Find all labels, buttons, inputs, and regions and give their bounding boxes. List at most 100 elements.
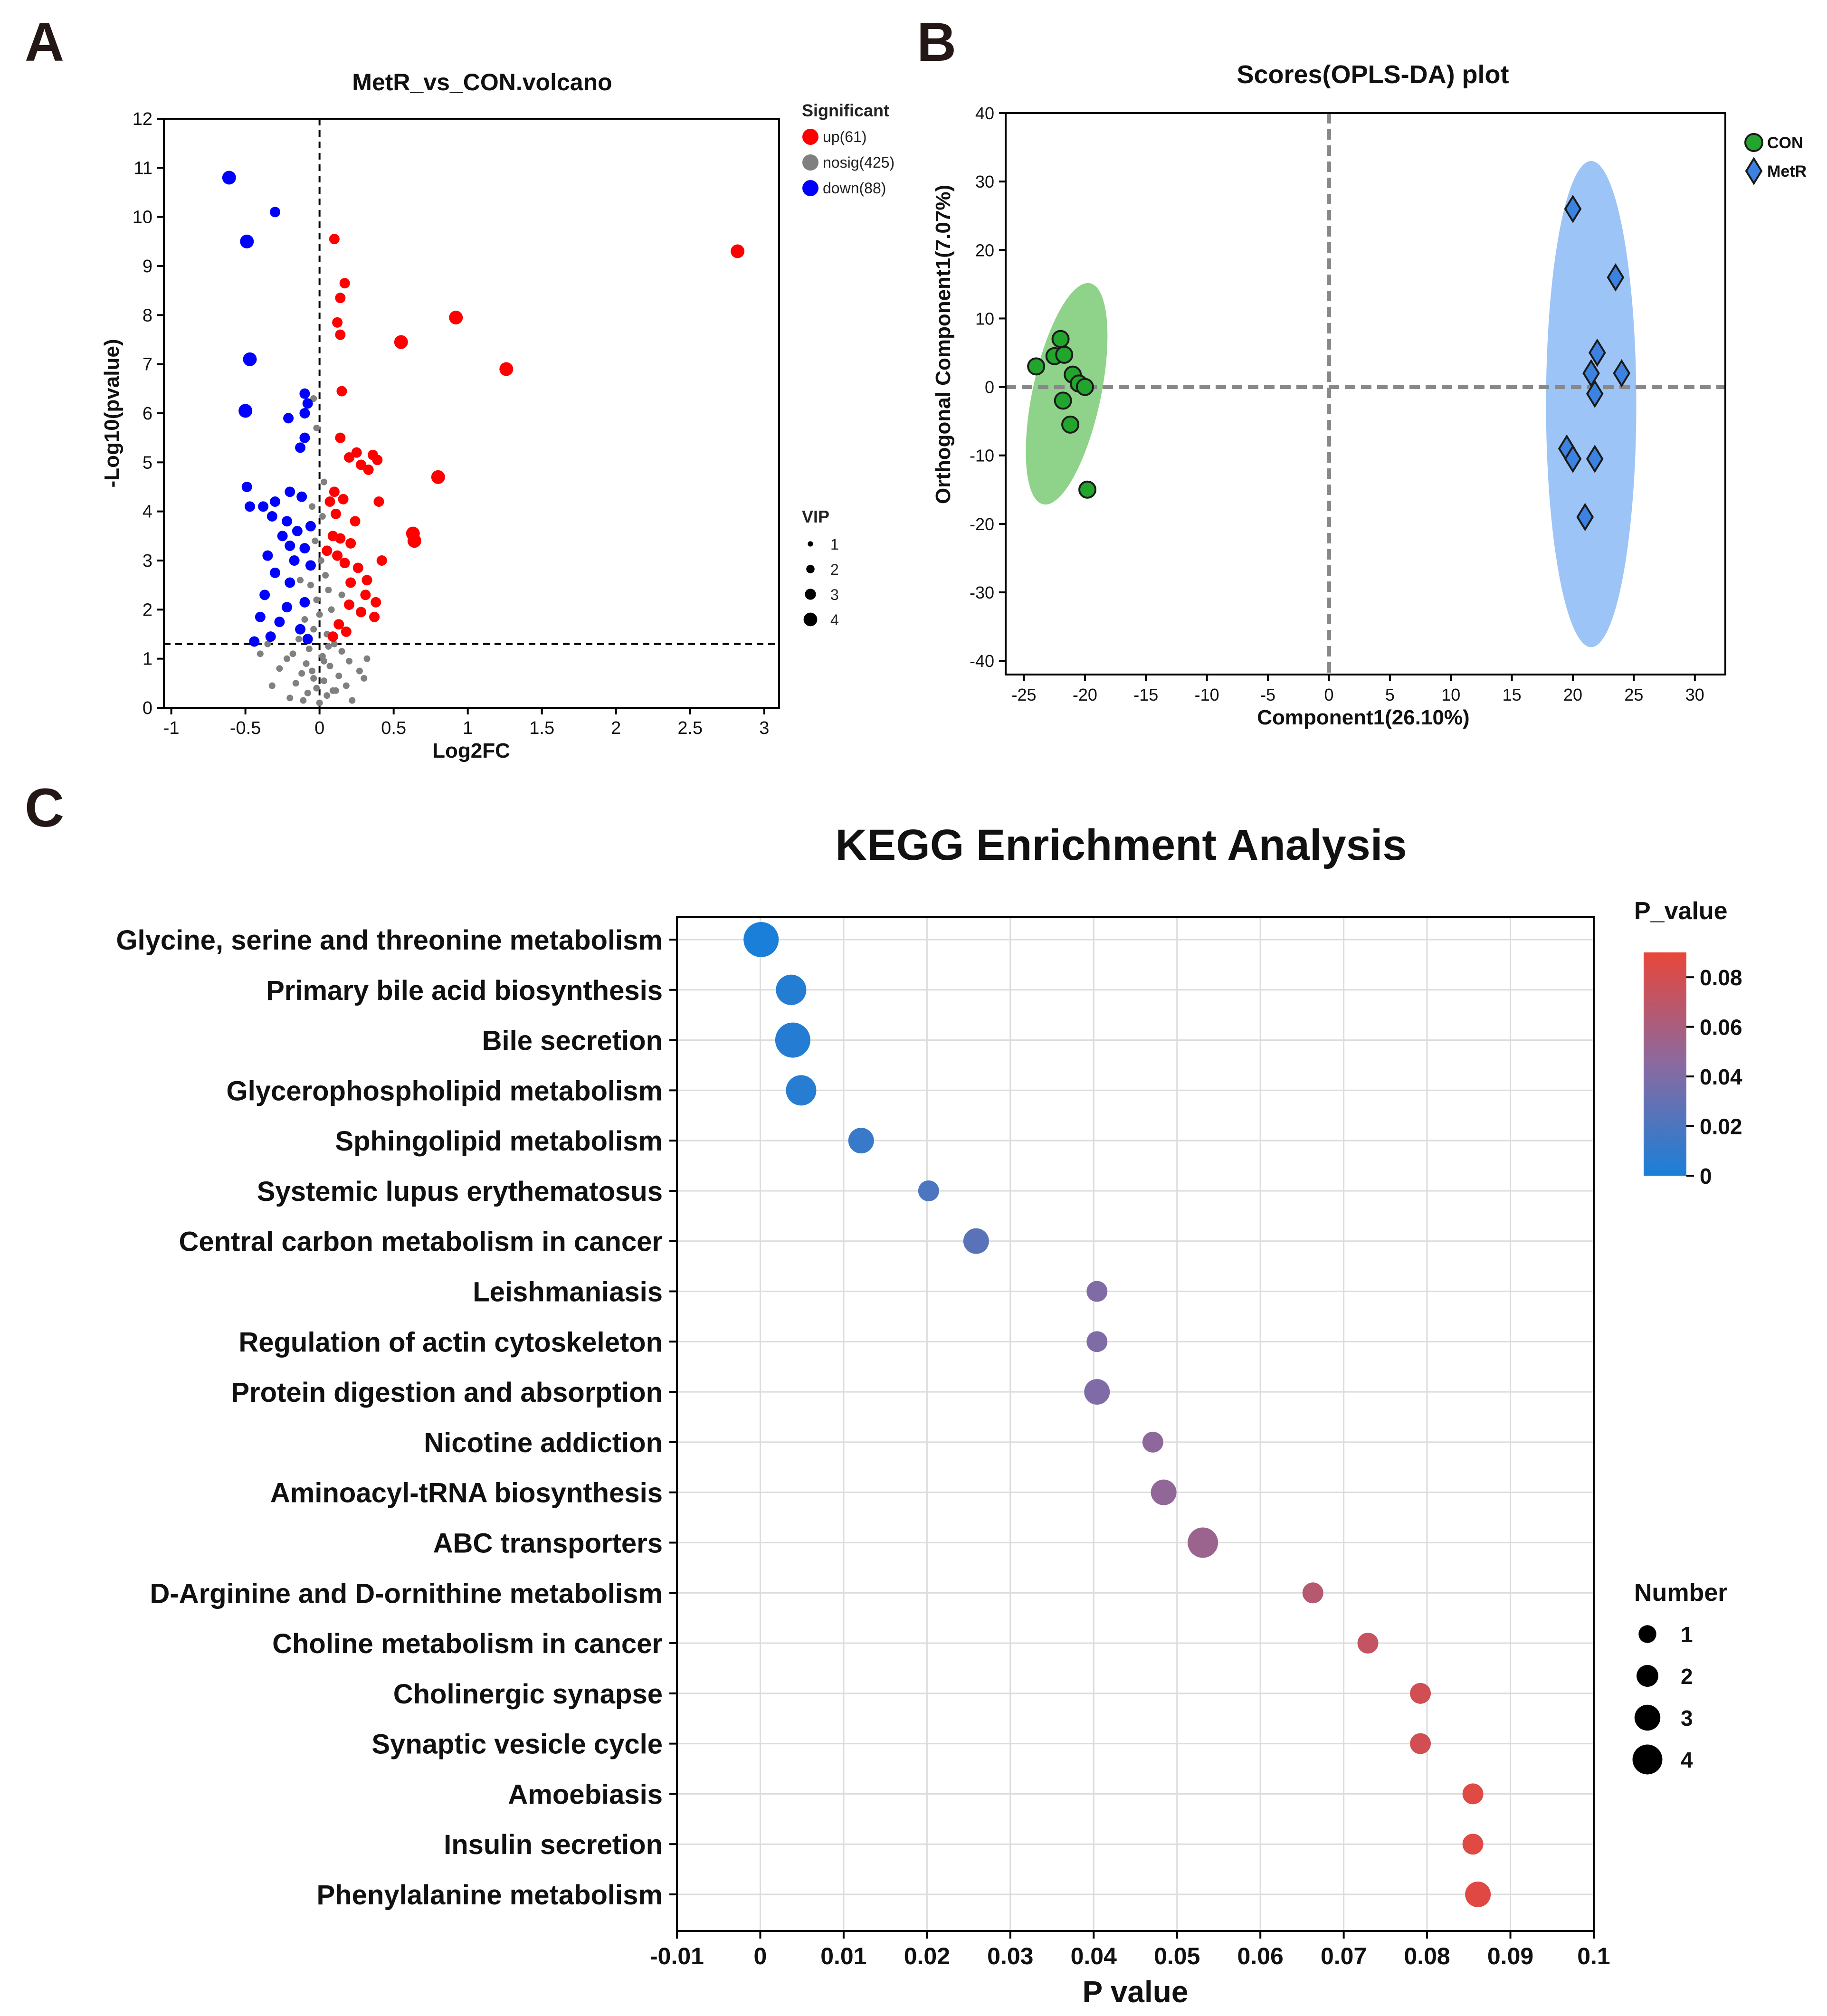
volcano-point-up — [407, 534, 421, 548]
kegg-point — [848, 1128, 874, 1154]
oplsda-x-tick-label: 5 — [1385, 685, 1395, 704]
oplsda-score-panel: Scores(OPLS-DA) plot -25 -20 -15 -10 -5 0 5 10 1… — [932, 60, 1807, 729]
volcano-y-tick-label: 9 — [143, 257, 152, 276]
kegg-point — [1084, 1379, 1110, 1405]
volcano-point-nosig — [321, 677, 328, 685]
volcano-point-down — [277, 531, 288, 542]
volcano-point-nosig — [297, 577, 304, 584]
kegg-point — [1357, 1633, 1379, 1654]
volcano-point-nosig — [338, 591, 345, 599]
volcano-point-down — [282, 516, 292, 527]
oplsda-y-tick-label: 20 — [975, 240, 994, 260]
kegg-pathway-label: Cholinergic synapse — [393, 1679, 663, 1710]
oplsda-zero-lines — [1006, 113, 1725, 675]
volcano-points — [222, 171, 745, 706]
volcano-point-nosig — [316, 611, 323, 618]
oplsda-point-metr — [1607, 263, 1625, 292]
volcano-y-tick-label: 3 — [143, 551, 152, 571]
kegg-colorbar-title: P_value — [1634, 897, 1728, 925]
kegg-pathway-label: Synaptic vesicle cycle — [371, 1729, 663, 1760]
oplsda-point-metr — [1586, 445, 1604, 473]
kegg-size-marker — [1637, 1665, 1658, 1687]
volcano-vip-legend: 1 2 3 4 — [803, 536, 839, 628]
kegg-pathway-label: Choline metabolism in cancer — [272, 1628, 663, 1659]
oplsda-point-metr — [1586, 380, 1604, 408]
volcano-point-nosig — [321, 657, 328, 665]
oplsda-y-tick-label: -30 — [970, 583, 994, 602]
kegg-point — [1462, 1783, 1484, 1805]
volcano-point-up — [376, 555, 387, 566]
volcano-point-up — [335, 329, 346, 340]
volcano-point-nosig — [325, 643, 332, 650]
volcano-point-up — [330, 508, 341, 519]
kegg-colorbar-tick-label: 0.06 — [1700, 1015, 1742, 1040]
volcano-point-down — [305, 560, 316, 571]
oplsda-legend-label: MetR — [1767, 162, 1807, 181]
volcano-point-nosig — [335, 672, 343, 679]
volcano-point-up — [449, 311, 463, 324]
volcano-point-down — [289, 555, 300, 566]
volcano-point-nosig — [324, 692, 331, 699]
kegg-size-title: Number — [1634, 1579, 1727, 1607]
volcano-point-down — [299, 597, 310, 608]
kegg-pathway-label: Glycerophospholipid metabolism — [227, 1075, 663, 1106]
volcano-point-up — [345, 538, 356, 549]
volcano-x-tick-label: 0 — [314, 718, 324, 738]
oplsda-x-tick-label: 30 — [1685, 685, 1704, 704]
kegg-enrichment-panel: KEGG Enrichment Analysis Glycine, serine… — [116, 821, 1742, 2009]
volcano-vip-label: 3 — [830, 586, 839, 603]
kegg-x-tick-label: 0.1 — [1577, 1943, 1610, 1969]
volcano-point-up — [339, 558, 350, 569]
oplsda-point-con — [1061, 415, 1080, 434]
volcano-point-nosig — [257, 650, 264, 657]
volcano-point-up — [333, 619, 344, 630]
volcano-point-up — [350, 516, 361, 527]
oplsda-point-con — [1054, 391, 1072, 410]
kegg-size-marker — [1638, 1625, 1656, 1643]
volcano-point-up — [363, 464, 374, 475]
volcano-point-nosig — [284, 655, 290, 662]
volcano-point-nosig — [289, 650, 296, 657]
volcano-point-down — [299, 388, 310, 399]
kegg-point — [1462, 1834, 1484, 1855]
volcano-point-nosig — [317, 557, 324, 564]
volcano-point-up — [351, 447, 362, 458]
volcano-point-down — [292, 526, 303, 536]
volcano-plot-panel: MetR_vs_CON.volcano -1 -0.5 0 0.5 1 1.5 2 2.5 3 … — [100, 69, 894, 762]
kegg-pathway-label: Insulin secretion — [444, 1829, 663, 1860]
oplsda-x-tick-label: -15 — [1133, 685, 1158, 704]
volcano-point-up — [362, 575, 372, 586]
kegg-size-label: 4 — [1681, 1748, 1693, 1772]
volcano-point-up — [324, 496, 335, 507]
volcano-point-down — [270, 207, 281, 218]
kegg-colorbar-tick-label: 0.04 — [1700, 1065, 1742, 1089]
volcano-y-tick-label: 5 — [143, 453, 152, 473]
kegg-size-marker — [1632, 1744, 1663, 1775]
kegg-pathway-label: Nicotine addiction — [424, 1427, 663, 1458]
volcano-point-down — [295, 624, 306, 635]
volcano-y-tick-label: 11 — [134, 158, 152, 178]
kegg-pathway-label: Central carbon metabolism in cancer — [179, 1227, 663, 1257]
volcano-y-tick-label: 10 — [133, 208, 152, 228]
volcano-x-tick-label: -1 — [163, 718, 180, 738]
volcano-point-nosig — [328, 606, 335, 613]
oplsda-legend: CON MetR — [1744, 133, 1807, 185]
kegg-x-tick-label: 0.06 — [1237, 1943, 1284, 1969]
volcano-point-nosig — [309, 667, 316, 675]
volcano-point-down — [302, 634, 313, 645]
volcano-point-nosig — [313, 596, 320, 603]
volcano-point-up — [344, 599, 355, 610]
volcano-point-down — [285, 577, 295, 588]
oplsda-x-tick-label: -20 — [1073, 685, 1097, 704]
volcano-point-nosig — [305, 646, 313, 652]
volcano-point-down — [240, 234, 254, 248]
volcano-point-up — [332, 550, 343, 561]
volcano-title: MetR_vs_CON.volcano — [352, 69, 612, 95]
volcano-point-down — [299, 543, 310, 554]
kegg-point — [1410, 1733, 1431, 1754]
oplsda-point-metr — [1564, 194, 1582, 223]
kegg-size-marker — [1634, 1704, 1661, 1731]
volcano-y-tick-label: 2 — [143, 600, 152, 620]
volcano-point-nosig — [349, 697, 356, 704]
